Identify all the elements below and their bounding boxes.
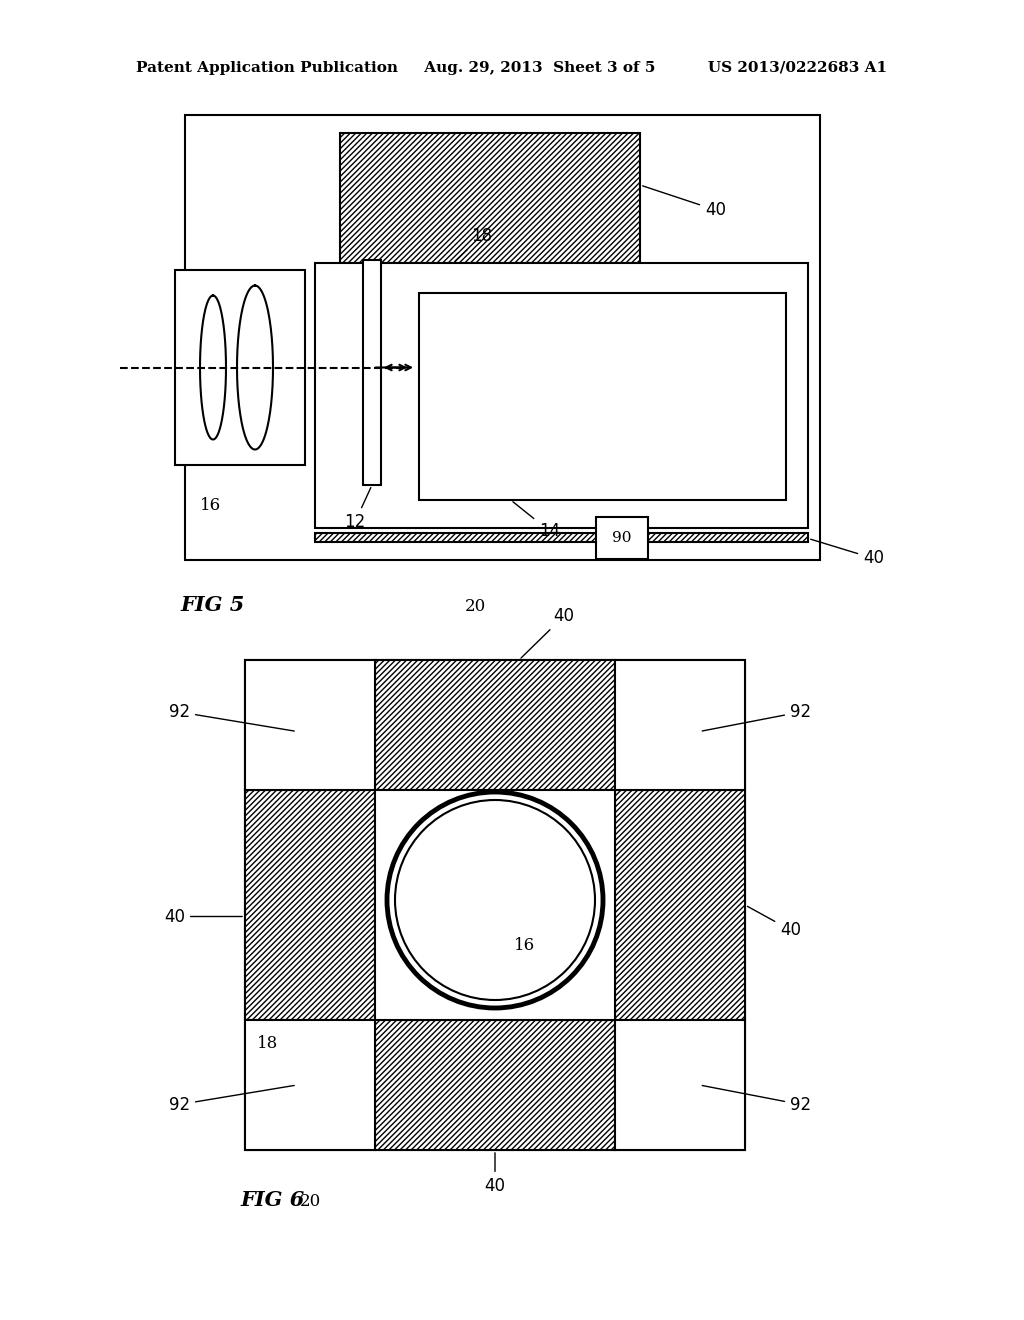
Bar [375, 789, 615, 1020]
Bar [596, 516, 648, 558]
Text: 14: 14 [513, 502, 560, 540]
Bar [362, 260, 381, 484]
Text: FIG 6: FIG 6 [240, 1191, 304, 1210]
Bar [615, 789, 745, 1020]
Text: 18: 18 [257, 1035, 279, 1052]
Bar [315, 533, 808, 543]
Bar [375, 1020, 615, 1150]
Text: 90: 90 [612, 531, 632, 544]
Bar [245, 1020, 375, 1150]
Bar [245, 660, 745, 1150]
Bar [245, 789, 375, 1020]
Text: FIG 5: FIG 5 [180, 595, 245, 615]
Bar [175, 271, 305, 465]
Text: 16: 16 [514, 936, 536, 953]
Bar [375, 660, 615, 789]
Text: 40: 40 [748, 907, 801, 939]
Text: 40: 40 [484, 1152, 506, 1195]
Bar [315, 263, 808, 528]
Text: 12: 12 [344, 487, 371, 531]
Bar [615, 1020, 745, 1150]
Text: 18: 18 [455, 227, 493, 261]
Text: 92: 92 [169, 704, 294, 731]
Circle shape [387, 792, 603, 1008]
Bar [615, 660, 745, 789]
Polygon shape [200, 296, 226, 440]
Bar [245, 660, 375, 789]
Text: 20: 20 [300, 1193, 322, 1210]
Bar [185, 115, 820, 560]
Bar [419, 293, 786, 500]
Circle shape [395, 800, 595, 1001]
Polygon shape [237, 285, 273, 450]
Text: 40: 40 [521, 607, 574, 659]
Text: 40: 40 [811, 539, 884, 568]
Text: 16: 16 [200, 496, 220, 513]
Text: 92: 92 [169, 1085, 294, 1114]
Text: 92: 92 [702, 704, 811, 731]
Bar [340, 133, 640, 263]
Text: Patent Application Publication     Aug. 29, 2013  Sheet 3 of 5          US 2013/: Patent Application Publication Aug. 29, … [136, 61, 888, 75]
Text: 40: 40 [643, 186, 726, 219]
Text: 20: 20 [465, 598, 485, 615]
Text: 40: 40 [164, 908, 243, 925]
Text: 92: 92 [702, 1085, 811, 1114]
